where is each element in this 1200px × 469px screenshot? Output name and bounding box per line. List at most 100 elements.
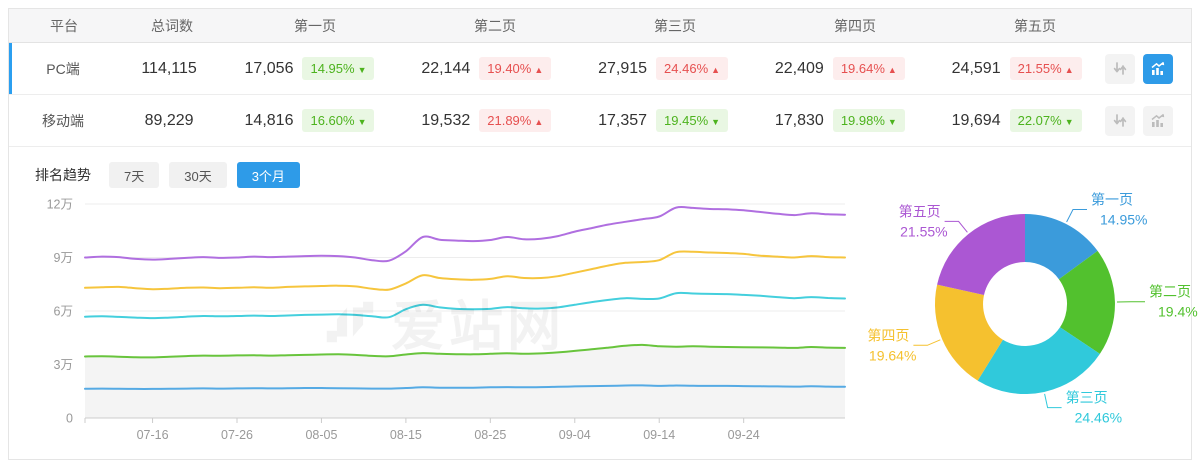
col-header-page-1: 第一页	[294, 17, 336, 34]
label-leader-line	[944, 220, 968, 233]
slice-percent: 24.46%	[1075, 410, 1122, 426]
blue-line	[84, 384, 846, 390]
x-axis-label: 08-05	[305, 428, 337, 442]
y-axis-label: 12万	[47, 198, 73, 212]
line-chart-svg: 0 3万 6万 9万 12万 07-16 07-26 08-05 08-15 08-25 09-04…	[47, 198, 846, 442]
page-count: 22,144	[421, 59, 471, 77]
change-badge: 19.98% ▼	[832, 109, 905, 132]
sort-updown-button[interactable]	[1105, 53, 1136, 84]
table-header-row: 平台 总词数 第一页 第二页 第三页 第四页 第五页	[9, 9, 1191, 43]
label-leader-line	[1066, 209, 1087, 223]
table-row[interactable]: 移动端 89,229 14,816 16.60% ▼ 19,532 21.89% ▲…	[9, 95, 1191, 147]
arrow-down-icon: ▼	[887, 117, 897, 127]
page-count: 19,532	[421, 111, 471, 129]
change-badge: 21.89% ▲	[479, 109, 552, 132]
page-cell: 14,816 16.60% ▼	[221, 109, 398, 132]
col-header-page-3: 第三页	[654, 17, 696, 34]
page-cell: 17,357 19.45% ▼	[575, 109, 752, 132]
arrow-up-icon: ▲	[534, 117, 544, 127]
arrow-down-icon: ▼	[357, 117, 367, 127]
donut-slice[interactable]	[1058, 250, 1115, 354]
col-header-total-words: 总词数	[151, 17, 193, 34]
page-cell: 24,591 21.55% ▲	[928, 57, 1105, 80]
change-badge: 22.07% ▼	[1009, 109, 1082, 132]
col-header-page-2: 第二页	[474, 17, 516, 34]
page-cell: 22,144 19.40% ▲	[398, 57, 575, 80]
page-count: 24,591	[951, 59, 1001, 77]
slice-percent: 14.95%	[1100, 212, 1147, 228]
arrow-up-icon: ▲	[534, 65, 544, 75]
charts-row: 0 3万 6万 9万 12万 07-16 07-26 08-05 08-15 08-25 09-04…	[9, 190, 1198, 456]
donut-slice[interactable]	[977, 327, 1100, 395]
x-axis-label: 08-25	[474, 428, 506, 442]
change-badge: 19.45% ▼	[656, 109, 729, 132]
x-axis-label: 07-16	[137, 428, 169, 442]
y-axis-label: 9万	[54, 251, 73, 265]
sort-updown-icon	[1113, 61, 1127, 75]
page-cell: 19,694 22.07% ▼	[928, 109, 1105, 132]
arrow-up-icon: ▲	[887, 65, 897, 75]
x-axis-label: 07-26	[221, 428, 253, 442]
trend-section-title: 排名趋势	[35, 167, 91, 183]
tab-3-months[interactable]: 3个月	[236, 162, 300, 188]
keyword-rank-widget: 平台 总词数 第一页 第二页 第三页 第四页 第五页 PC端 114,115 1…	[8, 8, 1198, 460]
tab-30-days[interactable]: 30天	[169, 162, 227, 188]
page-count: 22,409	[774, 59, 824, 77]
trend-chart-button[interactable]	[1143, 53, 1174, 84]
label-leader-line	[913, 339, 941, 346]
table-row[interactable]: PC端 114,115 17,056 14.95% ▼ 22,144 19.40%…	[9, 43, 1191, 95]
label-leader-line	[1044, 393, 1062, 409]
slice-label: 第一页	[1091, 192, 1133, 208]
slice-label: 第五页	[899, 203, 941, 219]
arrow-down-icon: ▼	[357, 65, 367, 75]
page-cell: 19,532 21.89% ▲	[398, 109, 575, 132]
trend-chart-icon	[1151, 61, 1165, 75]
y-axis-label: 0	[66, 412, 73, 426]
donut-slice[interactable]	[937, 214, 1025, 295]
y-axis-label: 3万	[54, 358, 73, 372]
cyan-line	[84, 291, 846, 320]
page-count: 27,915	[598, 59, 648, 77]
slice-percent: 19.64%	[869, 347, 916, 363]
trend-chart-button[interactable]	[1143, 105, 1174, 136]
platform-label: PC端	[46, 60, 80, 77]
change-badge: 24.46% ▲	[656, 57, 729, 80]
page-count: 17,830	[774, 111, 824, 129]
change-badge: 14.95% ▼	[302, 57, 375, 80]
green-line	[84, 343, 846, 359]
col-header-page-4: 第四页	[834, 17, 876, 34]
page-count: 17,357	[598, 111, 648, 129]
arrow-down-icon: ▼	[1064, 117, 1074, 127]
donut-chart-svg: 第一页 14.95% 第二页 19.4% 第三页 24.46% 第四页 19.64% 第五页 21…	[867, 192, 1197, 426]
slice-label: 第二页	[1149, 284, 1191, 300]
y-axis-label: 6万	[54, 305, 73, 319]
col-header-page-5: 第五页	[1014, 17, 1056, 34]
change-badge: 21.55% ▲	[1009, 57, 1082, 80]
change-badge: 19.40% ▲	[479, 57, 552, 80]
page-count: 19,694	[951, 111, 1001, 129]
arrow-down-icon: ▼	[711, 117, 721, 127]
arrow-up-icon: ▲	[711, 65, 721, 75]
trend-section-header: 排名趋势 7天 30天 3个月	[9, 147, 1191, 188]
slice-label: 第四页	[867, 327, 909, 343]
page-distribution-donut: 第一页 14.95% 第二页 19.4% 第三页 24.46% 第四页 19.64% 第五页 21…	[867, 190, 1197, 456]
purple-line	[84, 205, 846, 263]
donut-slice[interactable]	[934, 284, 1003, 381]
trend-line-chart: 0 3万 6万 9万 12万 07-16 07-26 08-05 08-15 08-25 09-04…	[9, 190, 873, 456]
tab-7-days[interactable]: 7天	[109, 162, 160, 188]
page-cell: 17,056 14.95% ▼	[221, 57, 398, 80]
page-cell: 22,409 19.64% ▲	[751, 57, 928, 80]
yellow-line	[84, 250, 846, 291]
page-cell: 17,830 19.98% ▼	[751, 109, 928, 132]
total-words-value: 89,229	[144, 111, 194, 129]
page-count: 17,056	[244, 59, 294, 77]
total-words-value: 114,115	[141, 59, 197, 77]
sort-updown-button[interactable]	[1105, 105, 1136, 136]
donut-slice[interactable]	[1025, 214, 1098, 280]
area-fill	[85, 344, 845, 418]
arrow-up-icon: ▲	[1064, 65, 1074, 75]
page-count: 14,816	[244, 111, 294, 129]
platform-label: 移动端	[42, 112, 85, 129]
slice-percent: 21.55%	[900, 223, 947, 239]
change-badge: 16.60% ▼	[302, 109, 375, 132]
